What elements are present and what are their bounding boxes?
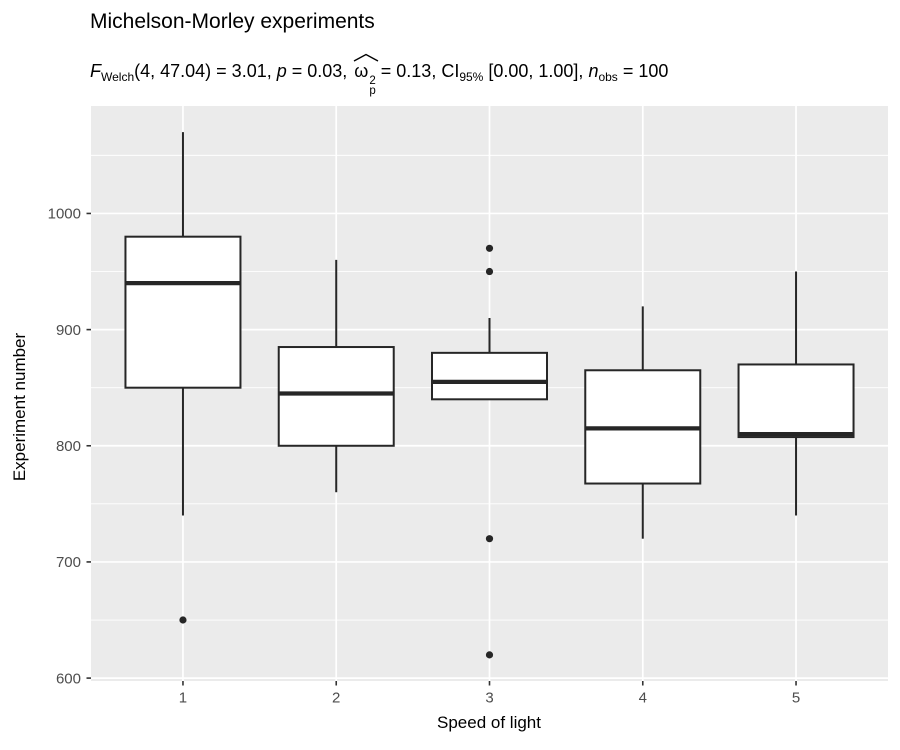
subtitle-segment: Welch xyxy=(101,70,135,84)
subtitle-segment: obs xyxy=(598,70,618,84)
y-tick-label: 800 xyxy=(56,438,81,455)
y-tick-label: 900 xyxy=(56,322,81,339)
outlier-point xyxy=(485,244,494,252)
subtitle-segment: = 100 xyxy=(617,61,669,81)
y-axis-title: Experiment number xyxy=(10,332,29,482)
x-tick-label: 4 xyxy=(639,690,647,707)
boxplot-group-5 xyxy=(737,271,855,516)
box xyxy=(431,351,548,401)
outlier-point xyxy=(485,535,494,543)
x-axis-title: Speed of light xyxy=(437,713,541,732)
box xyxy=(737,363,855,439)
subtitle-segment: F xyxy=(90,61,101,81)
box xyxy=(124,235,242,389)
subtitle-segment: 95% xyxy=(459,70,484,84)
outlier-point xyxy=(485,651,494,659)
boxplot-group-2 xyxy=(277,259,395,493)
chart-title: Michelson-Morley experiments xyxy=(90,10,375,33)
x-tick-label: 5 xyxy=(792,690,800,707)
subtitle-segment: [0.00, 1.00], xyxy=(483,61,589,81)
subtitle-segment: p xyxy=(276,61,287,81)
x-tick-label: 2 xyxy=(332,690,340,707)
box xyxy=(277,346,395,447)
subtitle-segment: = 0.13, CI xyxy=(375,61,460,81)
subtitle-segment: (4, 47.04) = 3.01, xyxy=(134,61,277,81)
y-tick-label: 700 xyxy=(56,554,81,571)
x-tick-label: 1 xyxy=(179,690,187,707)
subtitle-segment: = 0.03, xyxy=(286,61,353,81)
boxplot-group-3 xyxy=(431,244,548,659)
outlier-point xyxy=(179,616,187,624)
hat-icon xyxy=(353,53,379,62)
boxplot-group-4 xyxy=(584,306,702,539)
boxplot-group-1 xyxy=(124,132,242,624)
x-tick-label: 3 xyxy=(485,690,493,707)
y-tick-label: 1000 xyxy=(48,206,81,223)
outlier-point xyxy=(485,267,494,276)
y-tick-label: 600 xyxy=(56,670,81,687)
subtitle-segment: n xyxy=(588,61,599,81)
